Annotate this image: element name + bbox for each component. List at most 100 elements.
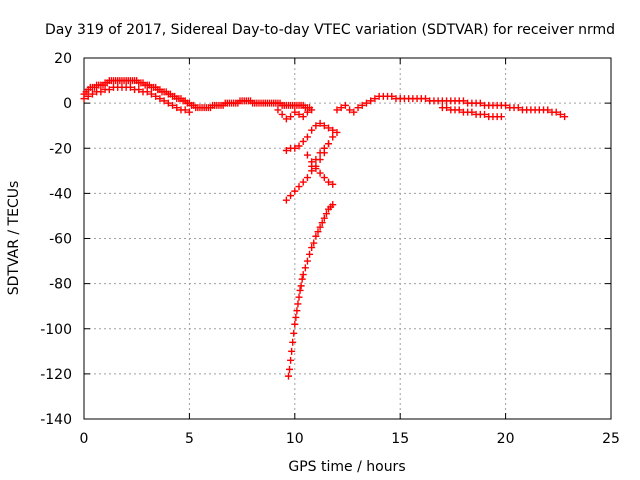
series-0 — [80, 77, 314, 112]
data-point — [164, 99, 172, 107]
data-point — [341, 101, 349, 109]
data-point — [481, 110, 489, 118]
data-point — [544, 106, 552, 114]
data-point — [181, 106, 189, 114]
data-point — [316, 169, 324, 177]
data-point — [314, 228, 322, 236]
data-point — [288, 347, 296, 355]
data-point — [329, 201, 337, 209]
data-point — [333, 106, 341, 114]
data-point — [443, 104, 451, 112]
data-point — [303, 133, 311, 141]
data-point — [468, 108, 476, 116]
data-point — [476, 99, 484, 107]
data-point — [160, 97, 168, 105]
series-4 — [282, 119, 341, 155]
data-point — [552, 108, 560, 116]
data-point — [295, 110, 303, 118]
data-point — [388, 92, 396, 100]
y-tick-label: -120 — [40, 367, 72, 383]
data-point — [291, 144, 299, 152]
data-point — [282, 147, 290, 155]
data-point — [312, 122, 320, 130]
data-point — [147, 90, 155, 98]
data-point — [325, 178, 333, 186]
data-point — [333, 128, 341, 136]
data-point — [421, 95, 429, 103]
data-point — [173, 104, 181, 112]
data-point — [289, 338, 297, 346]
data-point — [312, 156, 320, 164]
data-point — [316, 149, 324, 157]
data-point — [308, 126, 316, 134]
data-point — [312, 232, 320, 240]
data-point — [308, 162, 316, 170]
data-point — [290, 329, 298, 337]
data-point — [296, 286, 304, 294]
data-point — [556, 110, 564, 118]
data-point — [84, 92, 92, 100]
x-tick-label: 25 — [602, 431, 620, 447]
data-point — [312, 165, 320, 173]
y-tick-label: 0 — [63, 96, 72, 112]
data-point — [185, 108, 193, 116]
x-tick-label: 20 — [497, 431, 515, 447]
data-point — [152, 92, 160, 100]
data-point — [318, 219, 326, 227]
data-point — [308, 244, 316, 252]
data-point — [329, 180, 337, 188]
data-point — [367, 97, 375, 105]
data-point — [561, 113, 569, 121]
x-tick-label: 10 — [286, 431, 304, 447]
data-point — [308, 106, 316, 114]
data-point — [362, 99, 370, 107]
data-point — [299, 271, 307, 279]
data-point — [291, 108, 299, 116]
data-point — [143, 88, 151, 96]
data-point — [459, 97, 467, 105]
y-tick-label: -100 — [40, 322, 72, 338]
data-point — [303, 174, 311, 182]
data-point — [291, 320, 299, 328]
data-point — [303, 108, 311, 116]
data-point — [293, 307, 301, 315]
data-point — [371, 95, 379, 103]
data-point — [287, 356, 295, 364]
grid-layer — [84, 58, 611, 419]
data-point — [301, 264, 309, 272]
chart-title: Day 319 of 2017, Sidereal Day-to-day VTE… — [45, 22, 615, 38]
data-point — [354, 104, 362, 112]
series-1 — [80, 83, 193, 116]
data-point — [310, 239, 318, 247]
data-point — [282, 196, 290, 204]
y-tick-label: -20 — [49, 141, 72, 157]
data-point — [337, 104, 345, 112]
data-point — [284, 372, 292, 380]
data-point — [299, 178, 307, 186]
data-point — [303, 257, 311, 265]
data-point — [320, 214, 328, 222]
data-point — [80, 95, 88, 103]
data-point — [455, 106, 463, 114]
data-point — [316, 119, 324, 127]
series-6 — [308, 140, 333, 170]
data-point — [282, 115, 290, 123]
data-point — [286, 365, 294, 373]
data-point — [306, 250, 314, 258]
data-point — [299, 113, 307, 121]
x-tick-label: 5 — [185, 431, 194, 447]
data-point — [329, 126, 337, 134]
data-point — [303, 151, 311, 159]
series-9 — [396, 95, 569, 121]
data-point — [88, 90, 96, 98]
x-tick-label: 15 — [391, 431, 409, 447]
points-layer — [80, 77, 569, 380]
data-point — [320, 174, 328, 182]
x-axis-label: GPS time / hours — [288, 459, 405, 475]
data-point — [358, 101, 366, 109]
data-point — [291, 187, 299, 195]
data-point — [350, 108, 358, 116]
x-tick-label: 0 — [80, 431, 89, 447]
